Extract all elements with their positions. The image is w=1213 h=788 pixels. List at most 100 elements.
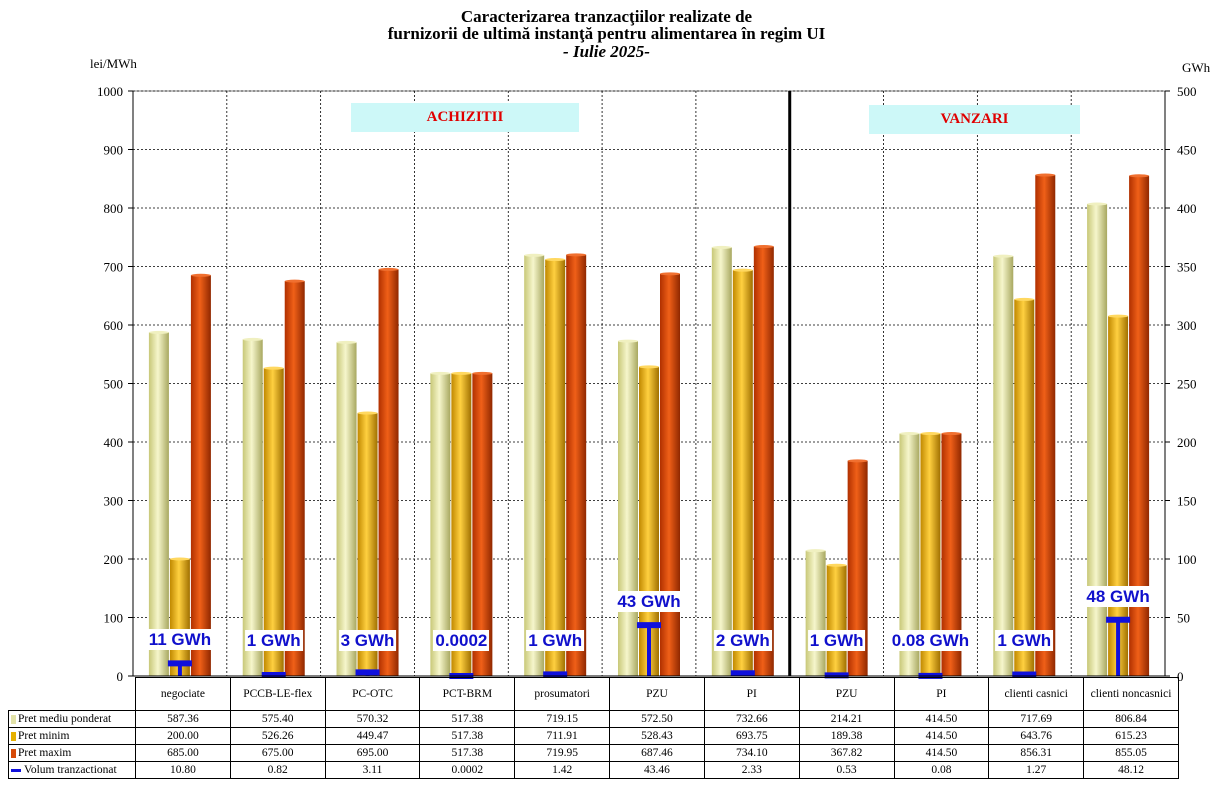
bar-mediu (805, 550, 826, 676)
bar-top (430, 371, 451, 375)
table-row: Pret minim 200.00 526.26 449.47 517.38 711.91… (8, 727, 1179, 745)
bar-top (1108, 314, 1129, 318)
bar-top (284, 279, 305, 283)
legend-swatch (11, 731, 16, 741)
series-name: Pret minim (18, 730, 70, 742)
table-cell: 0.08 (893, 761, 990, 779)
table-cell: 687.46 (609, 744, 705, 762)
left-axis-tick-label: 600 (104, 318, 124, 333)
bar-top (472, 371, 493, 375)
bars (148, 173, 1150, 677)
left-axis-tick-label: 0 (117, 669, 124, 684)
bar-top (711, 245, 732, 249)
category-label: PZU (609, 677, 705, 711)
right-axis-tick-label: 400 (1177, 201, 1197, 216)
table-corner (9, 678, 136, 711)
table-cell: 517.38 (419, 744, 516, 762)
category-label: PZU (798, 677, 895, 711)
table-cell: 0.53 (798, 761, 895, 779)
bar-top (378, 267, 399, 271)
category-label: PC-OTC (324, 677, 421, 711)
table-cell: 717.69 (988, 710, 1085, 728)
category-label: PI (703, 677, 800, 711)
table-cell: 1.27 (988, 761, 1085, 779)
right-axis-tick-label: 350 (1177, 260, 1197, 275)
right-axis-unit: GWh (1182, 60, 1211, 75)
bar-mediu (524, 255, 545, 677)
table-cell: 414.50 (893, 710, 990, 728)
right-axis-tick-label: 200 (1177, 435, 1197, 450)
bar-minim (357, 413, 378, 676)
table-cell: 526.26 (229, 727, 326, 745)
bar-mediu (711, 247, 732, 676)
bar-top (805, 549, 826, 553)
table-cell: 414.50 (893, 744, 990, 762)
bar-top (1035, 173, 1056, 177)
category-label: PCT-BRM (419, 677, 516, 711)
table-row: Volum tranzactionat 10.80 0.82 3.11 0.0002 1.… (8, 761, 1179, 779)
table-cell: 517.38 (419, 727, 516, 745)
left-axis-tick-label: 100 (104, 611, 124, 626)
table-cell: 587.36 (135, 710, 231, 728)
table-cell: 517.38 (419, 710, 516, 728)
bar-top (545, 258, 566, 262)
bar-top (826, 563, 847, 567)
category-label: PCCB-LE-flex (229, 677, 326, 711)
volume-label: 0.0002 (433, 630, 490, 651)
table-cell: 643.76 (988, 727, 1085, 745)
series-legend: Volum tranzactionat (8, 761, 136, 779)
table-cell: 200.00 (135, 727, 231, 745)
volume-label: 11 GWh (146, 629, 214, 651)
table-cell: 189.38 (798, 727, 895, 745)
table-cell: 449.47 (324, 727, 421, 745)
table-cell: 43.46 (609, 761, 705, 779)
right-axis-tick-label: 500 (1177, 84, 1197, 99)
bar-mediu (1087, 203, 1108, 676)
table-cell: 855.05 (1083, 744, 1179, 762)
bar-maxim (753, 246, 774, 676)
right-axis-tick-label: 100 (1177, 552, 1197, 567)
table-cell: 367.82 (798, 744, 895, 762)
volume-label: 43 GWh (615, 591, 683, 613)
left-axis-tick-label: 400 (104, 435, 124, 450)
bar-top (357, 411, 378, 415)
series-legend: Pret maxim (8, 744, 136, 762)
table-cell: 1.42 (514, 761, 611, 779)
chart-title-period: - Iulie 2025- (563, 42, 650, 61)
table-cell: 414.50 (893, 727, 990, 745)
bar-mediu (336, 342, 357, 676)
table-cell: 0.82 (229, 761, 326, 779)
category-label: PI (893, 677, 990, 711)
left-axis-tick-label: 900 (104, 143, 124, 158)
section-label-vanzari: VANZARI (869, 105, 1080, 134)
table-cell: 675.00 (229, 744, 326, 762)
bar-minim (263, 368, 284, 676)
bar-minim (169, 559, 190, 676)
table-cell: 695.00 (324, 744, 421, 762)
bar-minim (451, 373, 472, 676)
table-cell: 528.43 (609, 727, 705, 745)
table-cell: 2.33 (703, 761, 800, 779)
data-table: negociate PCCB-LE-flex PC-OTC PCT-BRM prosum… (8, 677, 1179, 779)
table-cell: 0.0002 (419, 761, 516, 779)
table-row: Pret mediu ponderat 587.36 575.40 570.32 517… (8, 710, 1179, 728)
bar-maxim (284, 281, 305, 676)
bar-mediu (899, 433, 920, 676)
bar-mediu (618, 341, 638, 676)
bar-maxim (190, 275, 211, 676)
table-cell: 10.80 (135, 761, 231, 779)
bar-maxim (660, 273, 680, 676)
left-axis-tick-label: 200 (104, 552, 124, 567)
chart-title-line1: Caracterizarea tranzacţiilor realizate d… (460, 7, 753, 26)
series-name: Volum tranzactionat (24, 764, 117, 776)
bar-top (336, 340, 357, 344)
bar-top (190, 273, 211, 277)
table-cell: 719.15 (514, 710, 611, 728)
bar-top (639, 365, 659, 369)
bar-mediu (430, 373, 451, 676)
left-axis-unit: lei/MWh (90, 56, 137, 71)
bar-minim (920, 433, 941, 676)
category-label: negociate (135, 677, 231, 711)
bar-mediu (148, 332, 169, 676)
